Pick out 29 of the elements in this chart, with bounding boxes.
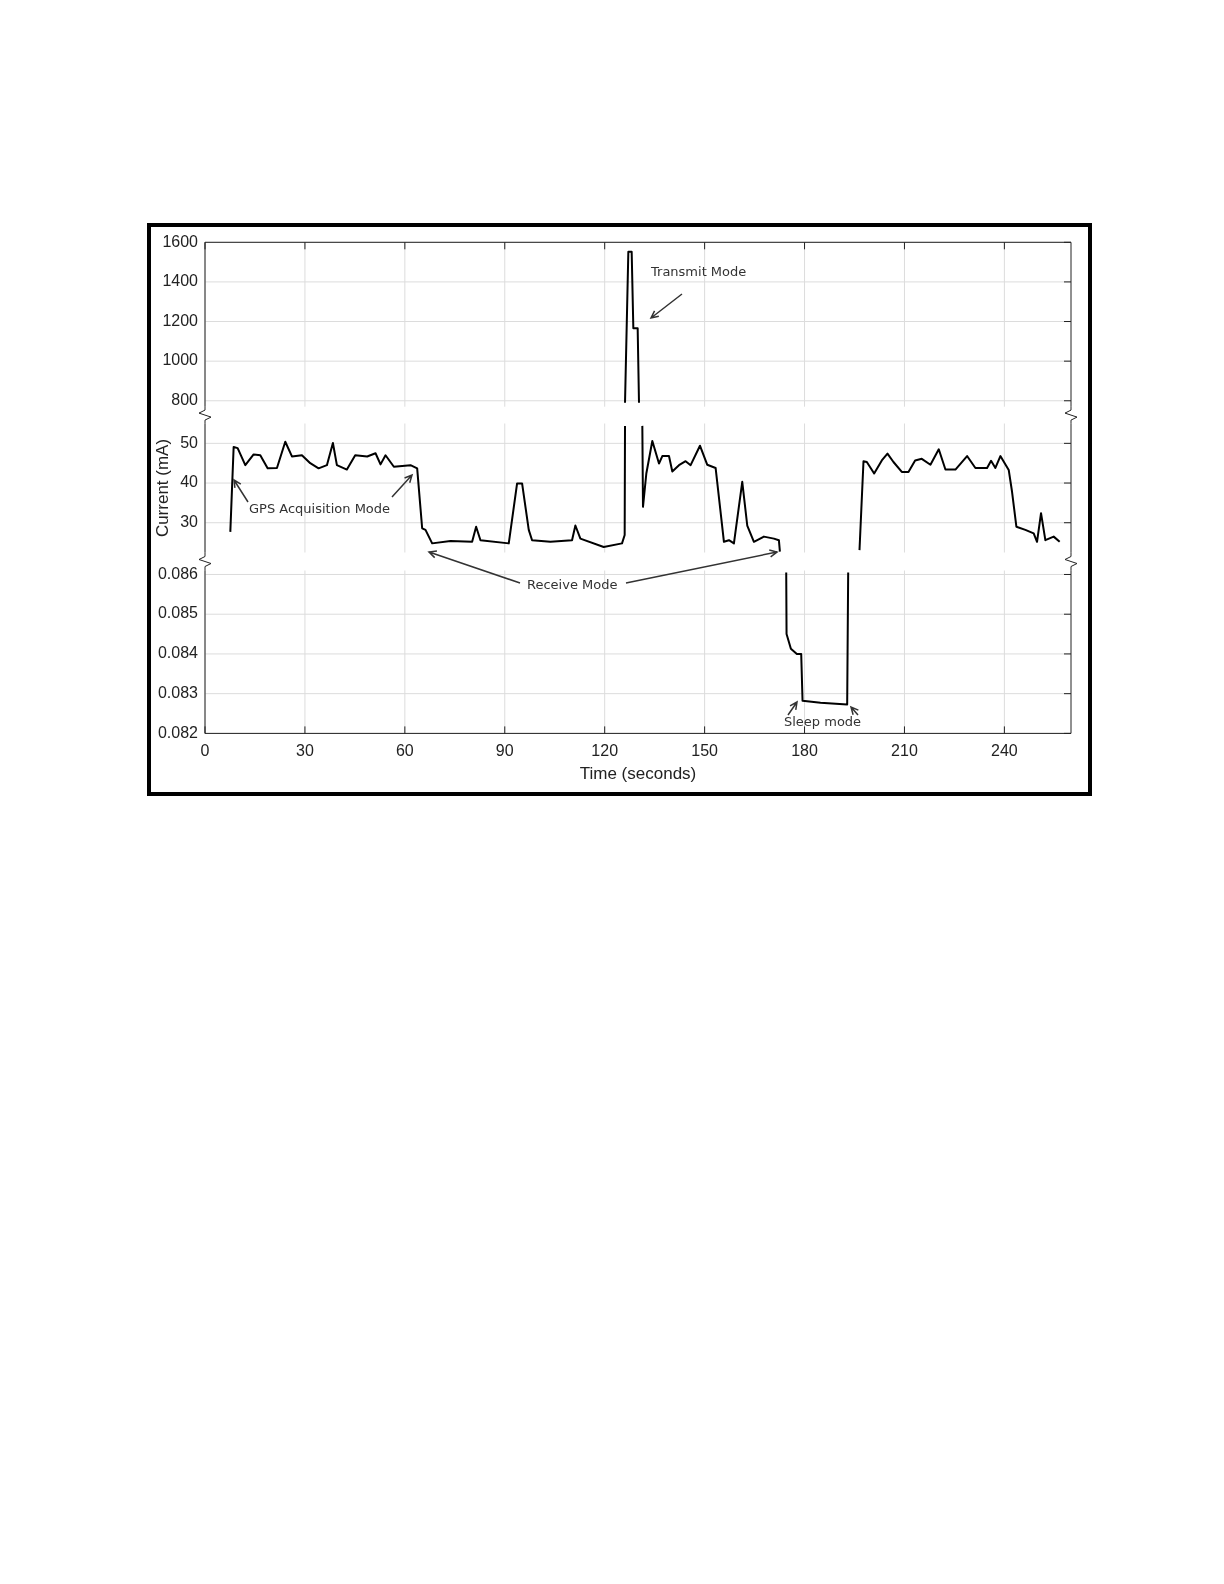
x-tick-label: 90 [495, 741, 514, 759]
y-tick-label: 1400 [162, 272, 199, 290]
x-tick-label: 60 [395, 741, 414, 759]
x-tick-label: 210 [891, 741, 918, 759]
y-tick-label: 30 [180, 512, 199, 530]
y-axis-title: Current (mA) [153, 438, 173, 538]
y-tick-label: 800 [171, 390, 199, 408]
annotation: Receive Mode [527, 576, 618, 592]
x-tick-label: 240 [991, 741, 1018, 759]
line-series [785, 571, 850, 706]
y-tick-label: 0.084 [157, 644, 199, 662]
y-tick-label: 1000 [162, 351, 199, 369]
x-axis-title: Time (seconds) [579, 763, 697, 783]
y-tick-label: 40 [180, 473, 199, 491]
y-tick-label: 0.083 [157, 683, 199, 701]
y-tick-label: 0.086 [157, 564, 199, 582]
annotation: Transmit Mode [650, 263, 747, 279]
x-tick-label: 30 [296, 741, 314, 759]
y-tick-label: 0.082 [157, 723, 199, 741]
x-tick-label: 0 [200, 741, 210, 759]
x-tick-label: 120 [591, 741, 619, 759]
y-tick-label: 50 [180, 433, 199, 451]
annotation: Sleep mode [784, 713, 862, 729]
x-tick-label: 180 [791, 741, 818, 759]
y-tick-label: 1200 [162, 311, 199, 329]
annotation: GPS Acquisition Mode [249, 500, 391, 516]
x-tick-label: 150 [691, 741, 719, 759]
y-tick-label: 1600 [162, 232, 199, 250]
y-tick-label: 0.085 [157, 604, 199, 622]
